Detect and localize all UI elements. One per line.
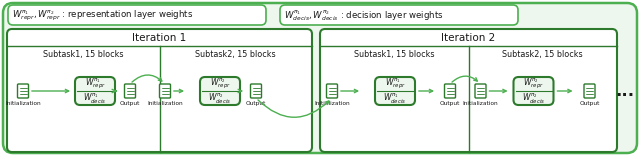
Text: $W_{repr}^{\pi_1}$: $W_{repr}^{\pi_1}$: [385, 76, 406, 91]
Text: $W_{decis}^{\pi_2}$: $W_{decis}^{\pi_2}$: [522, 91, 545, 106]
Text: $W_{repr}^{\pi_2}$: $W_{repr}^{\pi_2}$: [523, 76, 544, 91]
FancyBboxPatch shape: [75, 77, 115, 105]
Text: $W_{repr}^{\pi_1}$: $W_{repr}^{\pi_1}$: [84, 76, 106, 91]
FancyBboxPatch shape: [250, 84, 262, 98]
FancyBboxPatch shape: [375, 77, 415, 105]
Text: Output: Output: [120, 101, 140, 106]
Text: Iteration 2: Iteration 2: [442, 33, 495, 43]
FancyBboxPatch shape: [17, 84, 29, 98]
FancyBboxPatch shape: [3, 3, 637, 153]
Text: $W_{decis}^{\pi_2}$: $W_{decis}^{\pi_2}$: [209, 91, 232, 106]
Text: Initialization: Initialization: [463, 101, 499, 106]
FancyBboxPatch shape: [445, 84, 456, 98]
Text: $W_{decis}^{\pi_1}$: $W_{decis}^{\pi_1}$: [383, 91, 406, 106]
FancyBboxPatch shape: [8, 5, 266, 25]
Text: Output: Output: [246, 101, 266, 106]
Text: Initialization: Initialization: [147, 101, 183, 106]
Text: $W_{repr}^{\pi_1}, W_{repr}^{\pi_2}$ : representation layer weights: $W_{repr}^{\pi_1}, W_{repr}^{\pi_2}$ : r…: [12, 8, 193, 23]
Text: Output: Output: [440, 101, 460, 106]
Text: $W_{decis}^{\pi_1}$: $W_{decis}^{\pi_1}$: [83, 91, 107, 106]
FancyBboxPatch shape: [200, 77, 240, 105]
FancyBboxPatch shape: [475, 84, 486, 98]
Text: Subtask2, 15 blocks: Subtask2, 15 blocks: [195, 51, 276, 59]
FancyBboxPatch shape: [7, 29, 312, 152]
Text: Subtask1, 15 blocks: Subtask1, 15 blocks: [354, 51, 435, 59]
FancyBboxPatch shape: [159, 84, 170, 98]
Text: Output: Output: [579, 101, 600, 106]
FancyBboxPatch shape: [513, 77, 554, 105]
Text: Initialization: Initialization: [5, 101, 41, 106]
Text: Initialization: Initialization: [314, 101, 350, 106]
Text: Subtask2, 15 blocks: Subtask2, 15 blocks: [502, 51, 583, 59]
Text: Iteration 1: Iteration 1: [132, 33, 187, 43]
FancyBboxPatch shape: [326, 84, 337, 98]
FancyBboxPatch shape: [320, 29, 617, 152]
FancyBboxPatch shape: [584, 84, 595, 98]
Text: $W_{decis}^{\pi_1}, W_{decis}^{\pi_2}$ : decision layer weights: $W_{decis}^{\pi_1}, W_{decis}^{\pi_2}$ :…: [284, 8, 444, 23]
Text: ...: ...: [616, 82, 635, 100]
FancyBboxPatch shape: [280, 5, 518, 25]
Text: $W_{repr}^{\pi_2}$: $W_{repr}^{\pi_2}$: [209, 76, 230, 91]
FancyBboxPatch shape: [125, 84, 136, 98]
Text: Subtask1, 15 blocks: Subtask1, 15 blocks: [43, 51, 124, 59]
